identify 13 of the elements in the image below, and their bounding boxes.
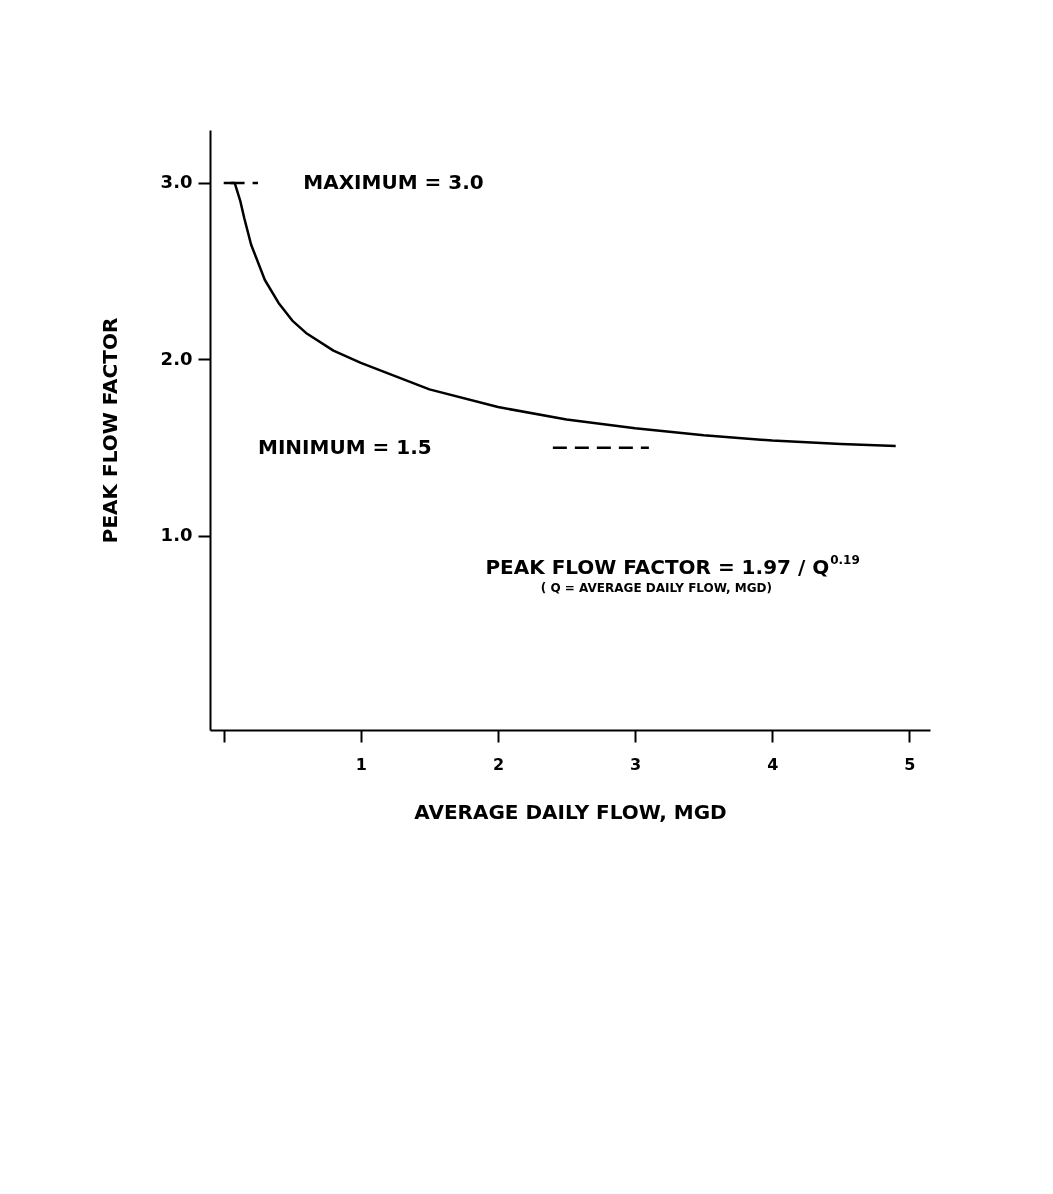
y-tick-label: 3.0 [160,171,193,193]
y-axis-title: PEAK FLOW FACTOR [97,317,122,544]
x-axis-title: AVERAGE DAILY FLOW, MGD [414,799,727,824]
x-tick-label: 1 [355,754,367,774]
x-tick-label: 3 [630,754,642,774]
y-tick-label: 1.0 [160,524,193,546]
x-tick-label: 2 [492,754,505,774]
y-tick-label: 2.0 [160,347,193,369]
annotation: MINIMUM = 1.5 [258,434,432,459]
annotation: ( Q = AVERAGE DAILY FLOW, MGD) [540,581,772,595]
annotation: MAXIMUM = 3.0 [303,169,484,194]
x-tick-label: 4 [767,754,779,774]
x-tick-label: 5 [904,754,916,774]
